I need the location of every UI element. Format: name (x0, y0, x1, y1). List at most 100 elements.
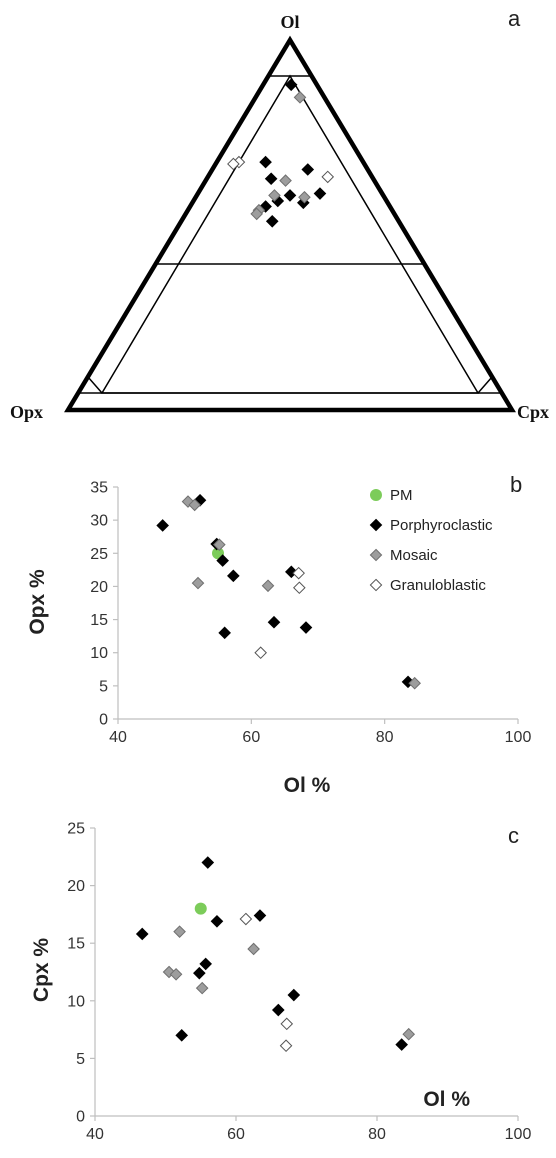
cpx-chart-y-tick-label: 25 (67, 821, 85, 838)
opx-chart-x-tick-label: 80 (376, 729, 394, 746)
ternary-point-porphyroclastic-5 (283, 189, 297, 202)
legend: PM Porphyroclastic Mosaic Granuloblastic (369, 487, 493, 594)
legend-label-pm: PM (390, 487, 413, 504)
legend-marker-pm (370, 489, 382, 501)
panel-c-letter: c (508, 823, 519, 848)
cpx-chart-y-axis-title: Cpx % (30, 938, 53, 1003)
legend-marker-porphyroclastic (369, 518, 383, 532)
opx-chart-x-tick-label: 40 (109, 729, 127, 746)
ternary-point-porphyroclastic-2 (301, 163, 315, 176)
opx-chart-y-tick-label: 10 (90, 645, 108, 662)
panel-a-letter: a (508, 6, 521, 31)
cpx-chart-x-tick-label: 100 (505, 1126, 532, 1143)
opx-chart-point-porphyroclastic-7 (285, 565, 298, 579)
opx-chart-axes: 0 5 10 15 20 25 30 35 40 60 80 100 (90, 480, 531, 747)
legend-label-granuloblastic: Granuloblastic (390, 577, 486, 594)
opx-chart-point-mosaic-2 (213, 538, 226, 551)
legend-marker-granuloblastic (369, 578, 383, 592)
ternary-opx-corner-line (87, 376, 103, 394)
opx-chart-point-porphyroclastic-6 (267, 615, 281, 629)
opx-chart-y-tick-label: 5 (99, 678, 108, 695)
ternary-outer-triangle (64, 35, 516, 413)
cpx-chart-point-granuloblastic-2 (279, 1039, 293, 1053)
opx-chart-x-axis-title: Ol % (284, 774, 331, 797)
cpx-chart-point-porphyroclastic-4 (201, 856, 215, 869)
ternary-point-mosaic-2 (268, 189, 281, 202)
opx-chart-point-mosaic-3 (191, 576, 205, 590)
cpx-chart-point-porphyroclastic-6 (253, 909, 267, 922)
opx-chart-y-tick-label: 0 (99, 712, 108, 729)
cpx-chart-point-porphyroclastic-0 (135, 927, 149, 941)
cpx-chart-point-porphyroclastic-2 (193, 966, 206, 980)
legend-label-porphyroclastic: Porphyroclastic (390, 517, 493, 534)
cpx-chart-point-porphyroclastic-7 (271, 1003, 285, 1017)
ternary-points (227, 78, 335, 228)
cpx-chart-point-porphyroclastic-1 (175, 1029, 189, 1042)
cpx-chart-y-tick-label: 15 (67, 936, 85, 953)
ternary-diagram: a Ol Opx Cpx (10, 6, 549, 422)
opx-chart-point-granuloblastic-2 (293, 581, 306, 595)
cpx-chart-y-tick-label: 10 (67, 993, 85, 1010)
ternary-point-mosaic-3 (298, 190, 311, 204)
ternary-point-porphyroclastic-9 (265, 214, 279, 228)
cpx-chart-x-axis-title: Ol % (423, 1088, 470, 1111)
opx-chart-point-granuloblastic-0 (254, 646, 267, 660)
cpx-chart-point-mosaic-4 (247, 942, 260, 956)
cpx-chart-point-porphyroclastic-8 (287, 988, 301, 1002)
cpx-chart-point-mosaic-1 (169, 967, 183, 981)
opx-chart-points (156, 493, 421, 690)
opx-chart-y-tick-label: 20 (90, 579, 108, 596)
opx-chart-point-granuloblastic-1 (292, 566, 305, 580)
opx-chart-point-mosaic-5 (408, 676, 421, 690)
opx-chart-y-tick-label: 15 (90, 612, 108, 629)
cpx-chart-point-pm-0 (194, 902, 207, 915)
cpx-chart-point-porphyroclastic-3 (199, 957, 212, 971)
ternary-point-granuloblastic-1 (227, 157, 240, 171)
legend-label-mosaic: Mosaic (390, 547, 438, 564)
opx-chart-x-tick-label: 100 (505, 729, 532, 746)
opx-chart-point-porphyroclastic-3 (216, 554, 229, 567)
ternary-vertex-ol: Ol (280, 12, 299, 32)
legend-marker-mosaic (369, 548, 383, 562)
cpx-chart-y-tick-label: 0 (76, 1109, 85, 1126)
ternary-point-mosaic-1 (279, 174, 292, 187)
cpx-chart-x-tick-label: 60 (227, 1126, 245, 1143)
ternary-point-granuloblastic-2 (321, 170, 335, 184)
opx-chart-point-porphyroclastic-4 (227, 569, 240, 583)
cpx-chart-axes: 0 5 10 15 20 25 40 60 80 100 (67, 821, 531, 1144)
opx-chart-point-mosaic-4 (261, 579, 275, 593)
cpx-chart-point-mosaic-3 (195, 981, 209, 995)
ternary-point-mosaic-5 (250, 207, 264, 221)
cpx-vs-ol-chart: c 0 5 10 15 20 25 40 60 80 100 Ol % Cpx % (30, 821, 531, 1144)
opx-chart-x-tick-label: 60 (242, 729, 260, 746)
ternary-point-mosaic-0 (293, 91, 307, 104)
cpx-chart-point-mosaic-2 (173, 925, 186, 938)
panel-b-letter: b (510, 472, 522, 497)
cpx-chart-x-tick-label: 40 (86, 1126, 104, 1143)
cpx-chart-point-granuloblastic-1 (280, 1017, 294, 1031)
opx-chart-y-tick-label: 35 (90, 480, 108, 497)
opx-chart-y-axis-title: Opx % (26, 569, 49, 635)
cpx-chart-point-granuloblastic-0 (239, 912, 253, 926)
opx-chart-y-tick-label: 25 (90, 546, 108, 563)
opx-chart-point-porphyroclastic-0 (156, 519, 169, 532)
ternary-vertex-cpx: Cpx (517, 402, 549, 422)
cpx-chart-points (135, 856, 416, 1053)
opx-chart-point-porphyroclastic-5 (218, 626, 231, 640)
cpx-chart-x-tick-label: 80 (368, 1126, 386, 1143)
opx-chart-point-mosaic-1 (188, 498, 201, 512)
ternary-point-porphyroclastic-0 (284, 78, 298, 92)
cpx-chart-y-tick-label: 20 (67, 878, 85, 895)
cpx-chart-y-tick-label: 5 (76, 1051, 85, 1068)
ternary-vertex-opx: Opx (10, 402, 43, 422)
cpx-chart-point-porphyroclastic-5 (210, 915, 224, 928)
opx-chart-point-mosaic-0 (181, 495, 195, 508)
cpx-chart-point-mosaic-5 (402, 1027, 416, 1041)
ternary-point-porphyroclastic-4 (313, 187, 327, 200)
cpx-chart-point-porphyroclastic-9 (395, 1038, 408, 1051)
opx-chart-y-tick-label: 30 (90, 513, 108, 530)
ternary-cpx-corner-line (477, 376, 493, 394)
ternary-point-porphyroclastic-3 (264, 172, 278, 186)
opx-chart-point-porphyroclastic-8 (299, 621, 313, 634)
